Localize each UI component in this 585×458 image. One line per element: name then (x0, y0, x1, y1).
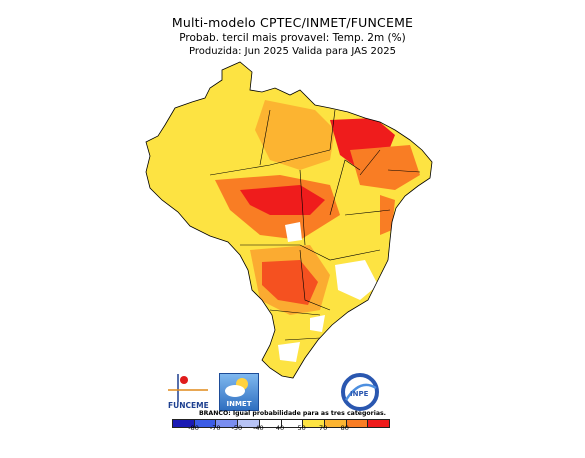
color-scale-tick: 40 (275, 424, 285, 432)
state-boundaries (209, 109, 421, 341)
color-scale-tick: 50 (297, 424, 306, 432)
color-scale-swatch (193, 420, 216, 427)
color-scale-labels: -80 -70 -50 -40 40 50 70 80 (172, 424, 388, 434)
neutral-zone-southeast (335, 260, 378, 300)
color-scale-swatch (237, 420, 259, 427)
color-scale-swatch (215, 420, 238, 427)
color-scale-swatch (367, 420, 390, 427)
neutral-zone-far-south (278, 342, 300, 362)
funceme-label: FUNCEME (168, 401, 209, 410)
legend-note: BRANCO: Igual probabilidade para as tres… (198, 410, 387, 417)
red-zone-central (240, 185, 325, 215)
color-scale-tick: -70 (209, 424, 221, 432)
inpe-logo: INPE (338, 372, 382, 412)
map-subtitle: Probab. tercil mais provavel: Temp. 2m (… (179, 32, 406, 44)
color-scale-tick: -40 (253, 424, 264, 432)
orange-zone-east (380, 195, 395, 235)
inmet-label: INMET (226, 400, 252, 408)
color-scale-swatch (258, 420, 281, 427)
color-scale-tick: 70 (319, 424, 328, 432)
orange-zone-north (255, 100, 335, 170)
map-title: Multi-modelo CPTEC/INMET/FUNCEME (171, 15, 414, 30)
color-scale-tick: 80 (340, 424, 349, 432)
color-scale-swatch (173, 420, 194, 427)
orange-zone-northeast (350, 145, 420, 190)
funceme-emblem-icon (168, 374, 208, 402)
color-scale-swatch (323, 420, 346, 427)
orange-zone-southwest (250, 245, 330, 315)
inpe-emblem-icon: INPE (341, 373, 379, 411)
cloud-sun-icon (225, 378, 248, 397)
color-scale-swatch (345, 420, 368, 427)
color-scale-bar (172, 419, 390, 428)
color-scale-tick: -50 (231, 424, 243, 432)
inmet-logo: INMET (219, 373, 259, 411)
neutral-zone-central (285, 222, 302, 242)
inpe-label: INPE (350, 390, 369, 398)
color-scale-swatch (302, 420, 324, 427)
color-scale-swatch (280, 420, 303, 427)
map-validity: Produzida: Jun 2025 Valida para JAS 2025 (189, 46, 396, 57)
funceme-logo: FUNCEME (168, 372, 216, 410)
color-scale-tick: -80 (188, 424, 199, 432)
neutral-zone-south (310, 315, 325, 332)
